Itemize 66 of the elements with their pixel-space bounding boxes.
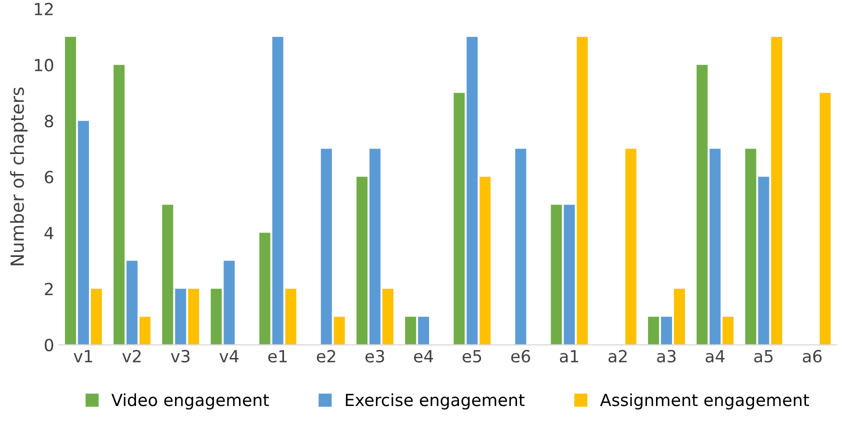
bar [648,316,660,345]
y-tick-label: 8 [44,114,54,128]
bar [758,176,770,345]
bar [78,120,89,345]
legend-label: Assignment engagement [600,393,810,410]
x-tick-label: e4 [414,350,434,363]
y-tick-label: 0 [44,338,54,352]
bar [405,316,416,345]
bar [272,36,284,345]
x-tick-label: e3 [365,350,384,363]
bar [696,64,708,345]
bar [722,316,734,345]
bar [162,204,174,345]
bar [710,148,721,345]
bar [745,148,756,345]
y-tick-label: 2 [44,282,53,296]
bar [64,36,76,345]
bar [188,288,200,345]
bar [259,232,270,345]
bar [382,288,394,345]
x-tick-label: v4 [219,350,239,362]
bar [334,316,345,345]
x-tick-label: v1 [74,350,92,362]
bar [320,148,332,345]
x-tick-label: a2 [608,350,627,363]
bar [550,204,562,345]
y-tick-label: 10 [34,58,54,72]
bar [114,64,125,345]
legend-label: Exercise engagement [346,393,525,410]
x-tick-label: v3 [170,350,190,363]
bar [660,316,672,345]
bar [356,176,368,345]
bar [515,148,526,345]
bar [674,288,685,345]
bar [480,176,491,345]
x-tick-label: e2 [316,350,336,363]
bar [820,92,831,345]
x-tick-label: a6 [802,350,822,363]
x-tick-label: a5 [754,350,773,363]
x-tick-label: e6 [511,350,530,363]
x-tick-label: v2 [122,350,141,362]
legend-label: Video engagement [111,393,269,410]
bar [175,288,186,345]
bar [139,316,150,345]
x-tick-label: a4 [706,350,725,363]
bar [369,148,380,345]
y-tick-label: 12 [34,2,53,16]
bar [466,36,478,345]
bar [285,288,296,345]
bar [564,204,575,345]
bar [771,36,782,345]
bar [224,260,235,345]
y-axis-title: Number of chapters [10,88,28,266]
bar [576,36,588,345]
bar [454,92,465,345]
bar [210,288,222,345]
x-tick-label: a1 [560,350,578,363]
x-tick-label: a3 [657,350,676,363]
x-tick-label: e5 [462,350,482,363]
y-tick-label: 4 [44,226,54,240]
bar [126,260,138,345]
bar [90,288,102,345]
y-tick-label: 6 [44,170,54,184]
x-tick-label: e1 [268,350,287,363]
bar [418,316,430,345]
bar [625,148,636,345]
